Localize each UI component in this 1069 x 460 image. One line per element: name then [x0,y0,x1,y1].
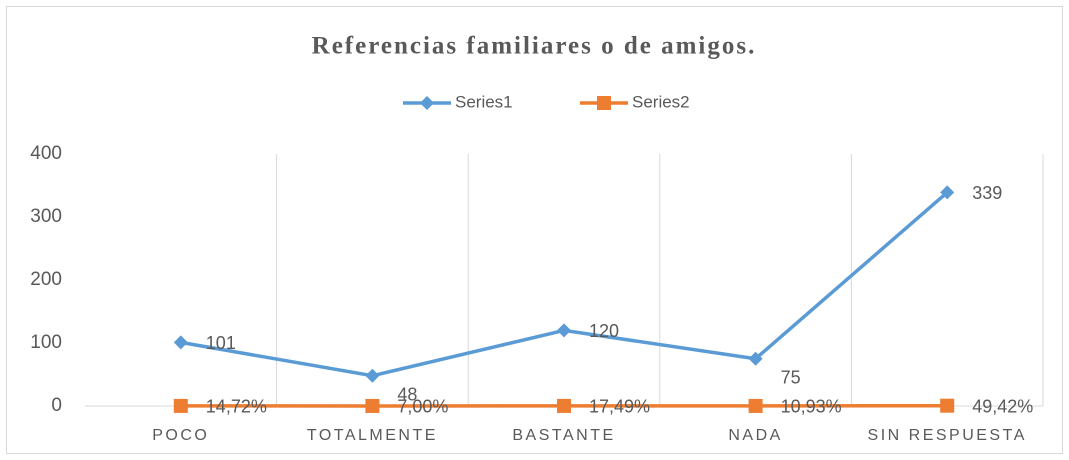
data-label: 75 [781,368,801,388]
y-tick-label: 0 [51,395,62,416]
data-label: 101 [206,333,236,353]
data-label: 339 [972,183,1002,203]
marker [748,351,763,366]
x-tick-label: NADA [728,427,782,444]
marker [173,335,188,350]
y-tick-label: 300 [30,206,62,227]
data-label: 10,93% [781,397,842,417]
marker [173,398,188,413]
marker [748,398,763,413]
x-tick-label: BASTANTE [512,427,615,444]
marker [940,398,955,413]
marker [420,96,434,110]
x-tick-label: POCO [152,427,209,444]
marker [365,368,380,383]
y-tick-label: 200 [30,269,62,290]
data-label: 48 [397,385,417,405]
chart-title: Referencias familiares o de amigos. [312,33,757,60]
y-tick-label: 400 [30,143,62,164]
x-tick-label: TOTALMENTE [307,427,438,444]
data-label: 120 [589,321,619,341]
data-label: 14,72% [206,397,267,417]
data-label: 49,42% [972,396,1033,416]
x-tick-label: SIN RESPUESTA [868,427,1027,444]
marker [940,185,955,200]
marker [557,398,571,413]
data-label: 7,00% [397,397,448,417]
data-label: 17,49% [589,397,650,417]
marker [597,96,611,110]
legend-label: Series2 [632,92,690,111]
chart-border [6,6,1063,454]
marker [365,398,380,413]
legend-label: Series1 [455,92,513,111]
y-tick-label: 100 [30,332,62,353]
marker [557,323,571,338]
